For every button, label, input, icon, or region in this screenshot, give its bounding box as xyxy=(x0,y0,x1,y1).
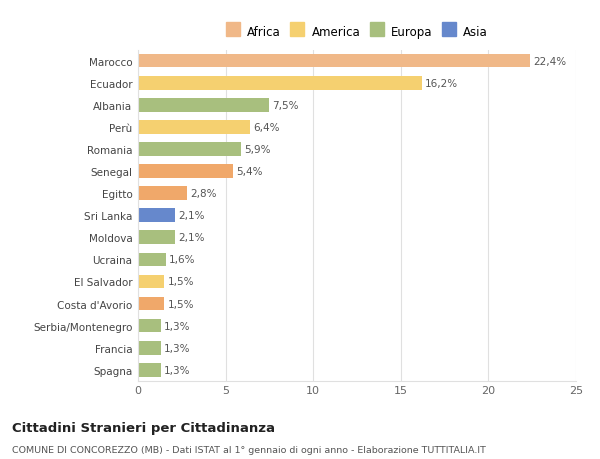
Text: 5,9%: 5,9% xyxy=(245,145,271,155)
Bar xyxy=(138,187,187,201)
Bar xyxy=(138,297,164,311)
Text: Cittadini Stranieri per Cittadinanza: Cittadini Stranieri per Cittadinanza xyxy=(12,421,275,434)
Text: 1,3%: 1,3% xyxy=(164,343,190,353)
Text: 7,5%: 7,5% xyxy=(272,101,299,111)
Text: 2,1%: 2,1% xyxy=(178,233,205,243)
Text: 5,4%: 5,4% xyxy=(236,167,262,177)
Text: COMUNE DI CONCOREZZO (MB) - Dati ISTAT al 1° gennaio di ogni anno - Elaborazione: COMUNE DI CONCOREZZO (MB) - Dati ISTAT a… xyxy=(12,445,486,454)
Text: 22,4%: 22,4% xyxy=(533,56,567,67)
Text: 1,3%: 1,3% xyxy=(164,365,190,375)
Bar xyxy=(138,77,422,90)
Text: 2,1%: 2,1% xyxy=(178,211,205,221)
Bar xyxy=(138,121,250,134)
Bar xyxy=(138,55,530,68)
Text: 1,5%: 1,5% xyxy=(167,277,194,287)
Bar xyxy=(138,319,161,333)
Text: 2,8%: 2,8% xyxy=(190,189,217,199)
Bar xyxy=(138,363,161,377)
Legend: Africa, America, Europa, Asia: Africa, America, Europa, Asia xyxy=(224,23,490,41)
Bar xyxy=(138,209,175,223)
Bar xyxy=(138,231,175,245)
Text: 1,3%: 1,3% xyxy=(164,321,190,331)
Bar xyxy=(138,253,166,267)
Text: 16,2%: 16,2% xyxy=(425,78,458,89)
Bar xyxy=(138,165,233,179)
Bar xyxy=(138,341,161,355)
Bar xyxy=(138,275,164,289)
Bar xyxy=(138,143,241,157)
Text: 6,4%: 6,4% xyxy=(253,123,280,133)
Text: 1,5%: 1,5% xyxy=(167,299,194,309)
Bar xyxy=(138,99,269,112)
Text: 1,6%: 1,6% xyxy=(169,255,196,265)
